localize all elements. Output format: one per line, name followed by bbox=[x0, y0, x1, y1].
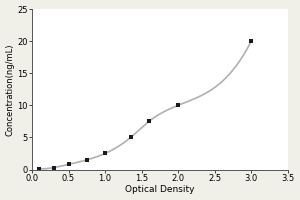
Y-axis label: Concentration(ng/mL): Concentration(ng/mL) bbox=[6, 43, 15, 136]
X-axis label: Optical Density: Optical Density bbox=[125, 185, 195, 194]
